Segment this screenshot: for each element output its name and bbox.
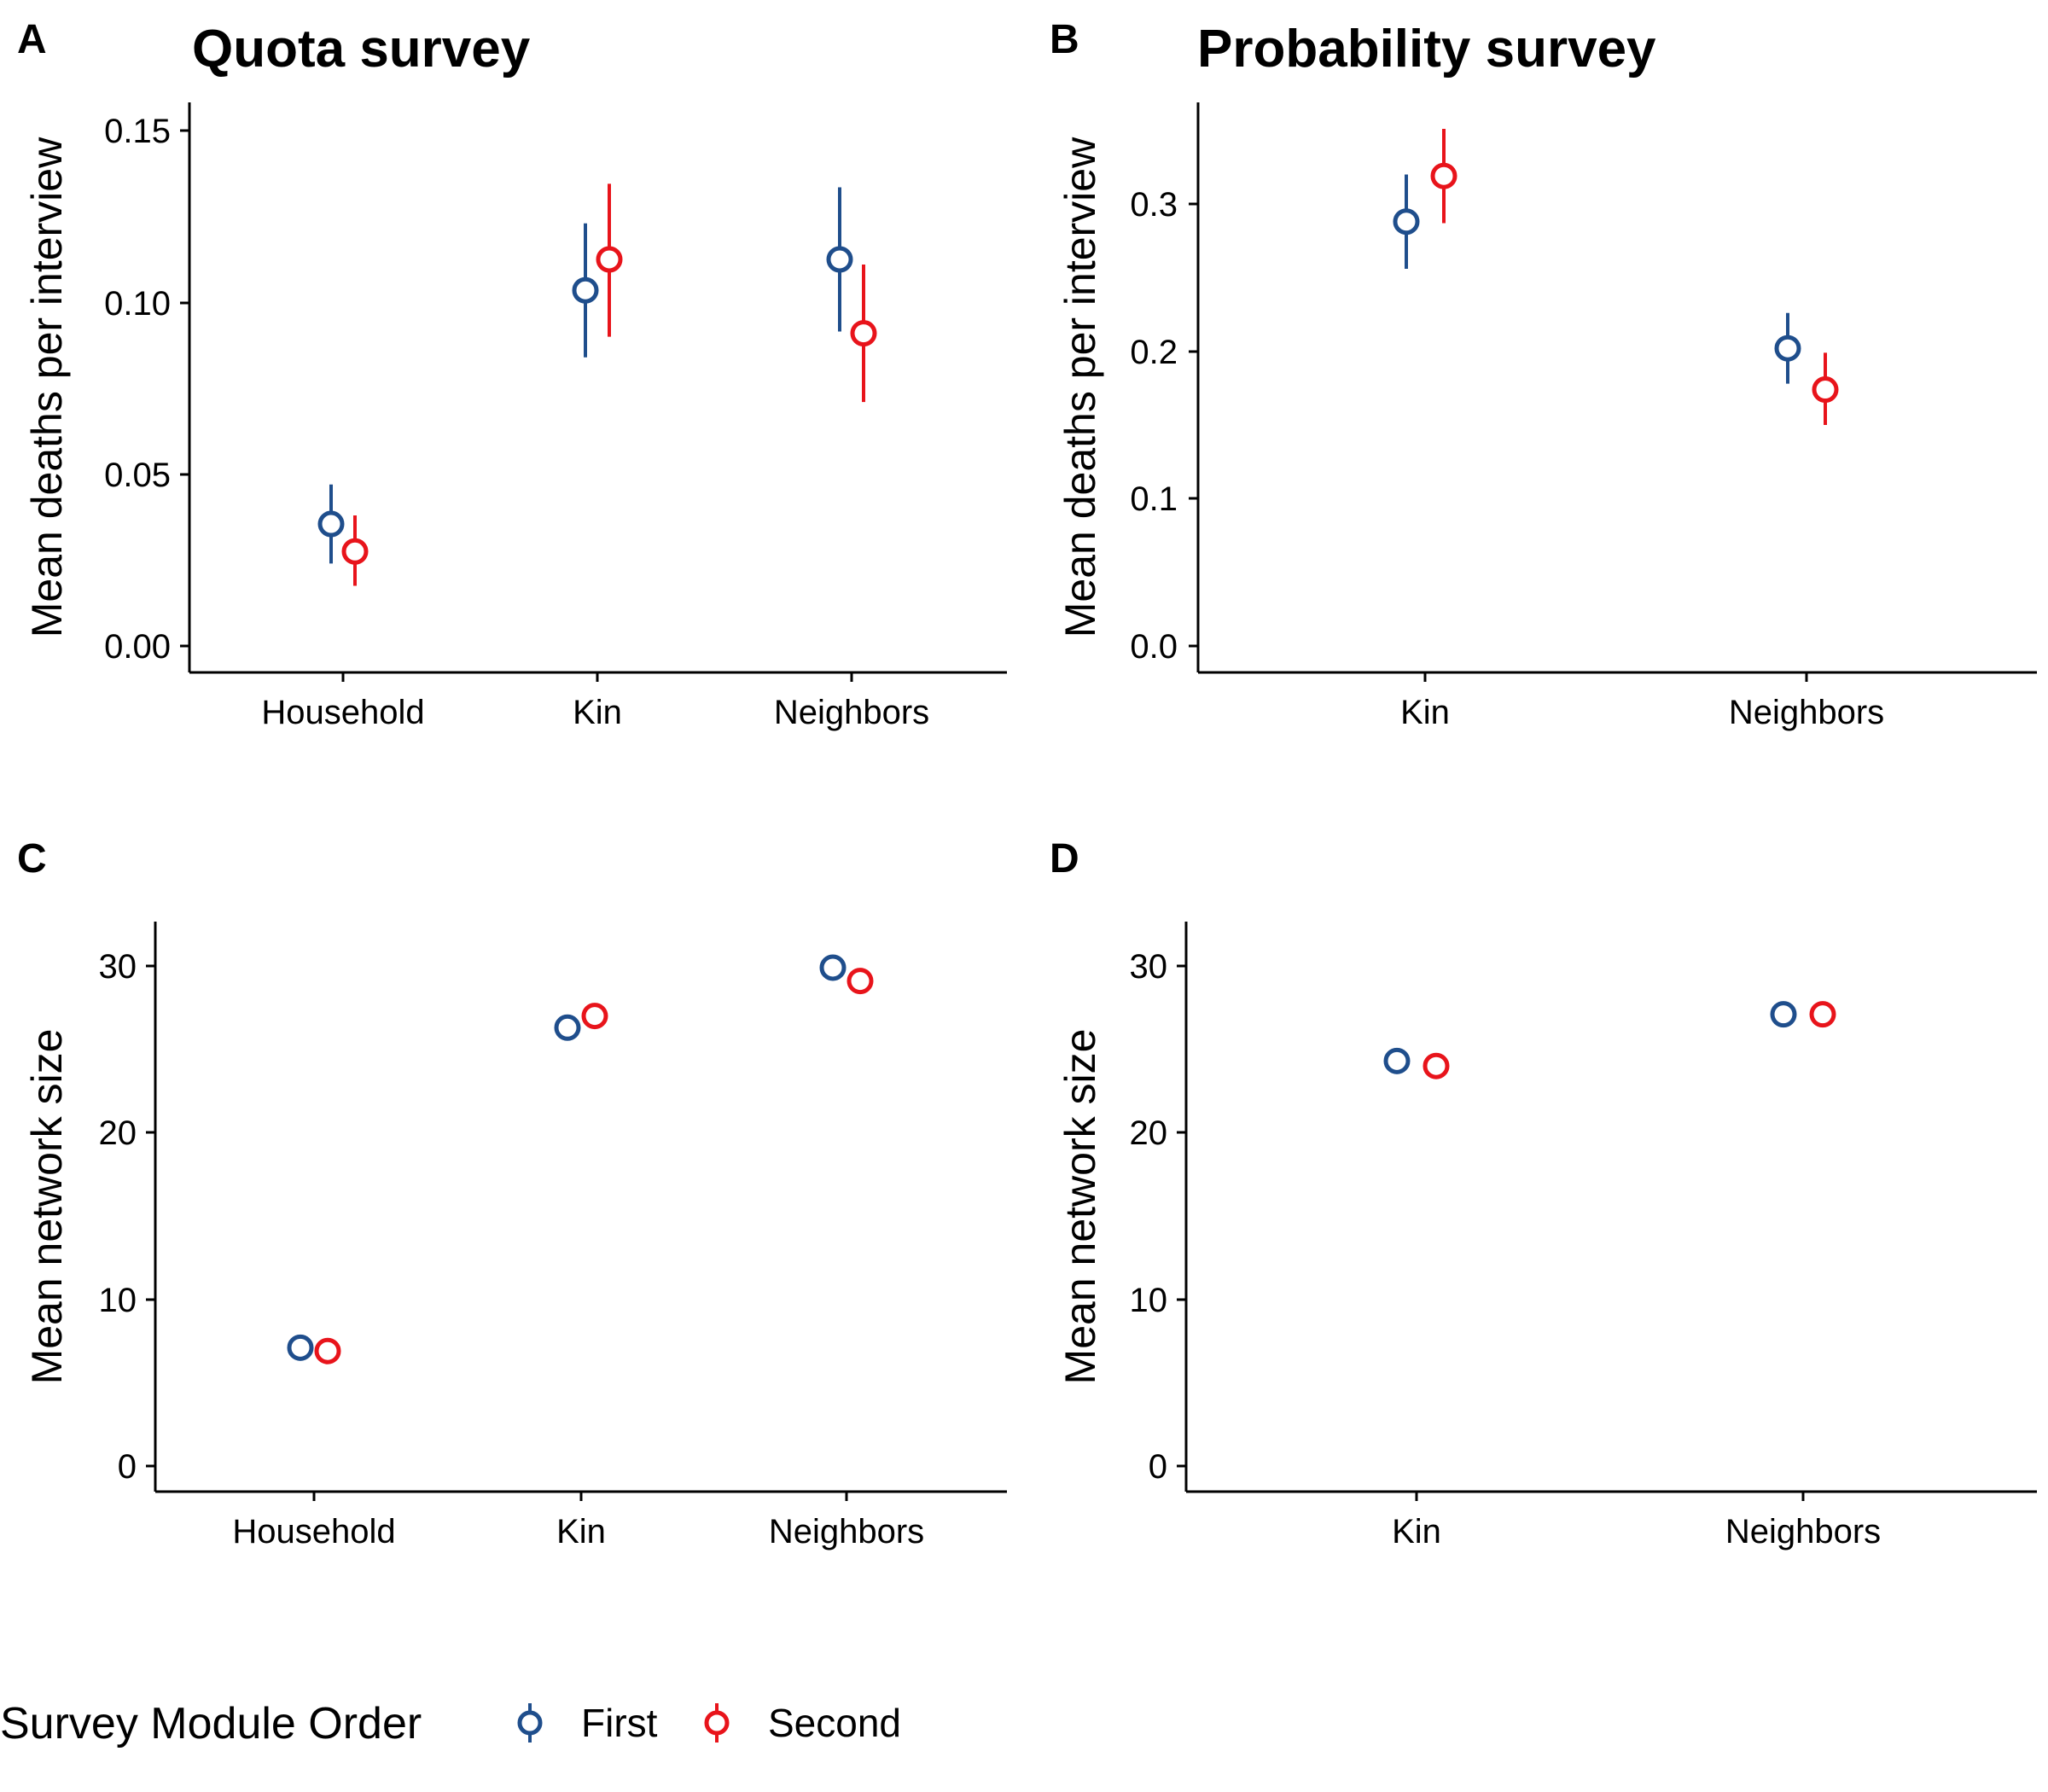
panel-a-y-tick-label: 0.00 xyxy=(104,628,171,666)
panel-c-x-tick-label-kin: Kin xyxy=(556,1513,606,1551)
panel-b-y-tick-label: 0.1 xyxy=(1130,480,1178,518)
panel-c-x-tick-label-household: Household xyxy=(232,1513,395,1551)
panel-a-second-kin-point xyxy=(596,246,623,273)
panel-c-y-tick-label: 10 xyxy=(99,1282,137,1319)
panel-b-y-tick-label: 0.3 xyxy=(1130,186,1178,224)
panel-c-first-household-point xyxy=(287,1334,314,1361)
panel-a-tag: A xyxy=(17,17,47,62)
legend-title: Survey Module Order xyxy=(0,1699,422,1748)
panel-b-y-axis-title: Mean deaths per interview xyxy=(1056,137,1104,637)
panel-d-x-tick-label-neighbors: Neighbors xyxy=(1725,1513,1881,1551)
panel-a-first-kin-point xyxy=(572,276,599,304)
panel-d-second-neighbors-point xyxy=(1809,1001,1836,1028)
legend: Survey Module Order First Second xyxy=(0,1699,901,1748)
panel-b-tag: B xyxy=(1050,17,1079,62)
panel-d-y-axis-title: Mean network size xyxy=(1056,1029,1104,1385)
panel-d-y-tick-label: 20 xyxy=(1130,1114,1168,1152)
panel-b-y-tick-label: 0.2 xyxy=(1130,334,1178,371)
panel-a-first-neighbors-point xyxy=(826,246,853,273)
legend-label-first: First xyxy=(581,1701,658,1745)
panel-a-x-tick-label-household: Household xyxy=(261,694,424,731)
panel-a-y-tick-label: 0.15 xyxy=(104,113,171,150)
panel-c-x-tick-label-neighbors: Neighbors xyxy=(769,1513,924,1551)
panel-d-second-kin-point xyxy=(1423,1052,1450,1079)
panel-b-title: Probability survey xyxy=(1197,20,1656,79)
panel-c-y-tick-label: 30 xyxy=(99,948,137,986)
panel-c-y-tick-label: 0 xyxy=(118,1448,137,1486)
panel-a-title: Quota survey xyxy=(192,20,531,79)
panel-c-y-axis-title: Mean network size xyxy=(23,1029,71,1385)
panel-c-first-neighbors-point xyxy=(819,954,847,981)
panel-a-first-household-point xyxy=(317,510,345,538)
panel-d: D 0 10 20 30 Kin Neighbors Mean network size xyxy=(1050,836,2037,1551)
panel-d-first-kin-point xyxy=(1383,1047,1411,1074)
panel-c-first-kin-point xyxy=(554,1014,581,1041)
panel-a-second-neighbors-point xyxy=(850,320,877,347)
panel-c-second-kin-point xyxy=(581,1003,608,1030)
panel-d-x-tick-label-kin: Kin xyxy=(1392,1513,1441,1551)
panel-a-second-household-point xyxy=(341,538,369,565)
panel-b-y-tick-label: 0.0 xyxy=(1130,628,1178,666)
legend-key-first-point xyxy=(517,1710,543,1736)
panel-b-x-tick-label-kin: Kin xyxy=(1400,694,1450,731)
panel-d-first-neighbors-point xyxy=(1770,1001,1797,1028)
panel-c-second-neighbors-point xyxy=(847,968,874,995)
panel-a-y-tick-label: 0.05 xyxy=(104,457,171,494)
panel-d-y-tick-label: 10 xyxy=(1130,1282,1168,1319)
panel-b-second-neighbors-point xyxy=(1812,376,1839,404)
legend-key-second xyxy=(704,1703,730,1743)
panel-a-y-axis-title: Mean deaths per interview xyxy=(23,137,71,637)
panel-c-y-tick-label: 20 xyxy=(99,1114,137,1152)
legend-key-second-point xyxy=(704,1710,730,1736)
panel-d-y-tick-label: 0 xyxy=(1149,1448,1167,1486)
panel-c-tag: C xyxy=(17,836,47,881)
panel-b-first-neighbors-point xyxy=(1774,335,1801,362)
legend-label-second: Second xyxy=(768,1701,901,1745)
panel-a-x-tick-label-neighbors: Neighbors xyxy=(774,694,929,731)
panel-b: B Probability survey 0.0 0.1 0.2 0.3 Kin Neighb… xyxy=(1050,17,2037,731)
panel-c: C 0 10 20 30 Household Kin Neighbors Mean networ… xyxy=(17,836,1007,1551)
panel-b-first-kin-point xyxy=(1393,208,1420,236)
panel-d-tag: D xyxy=(1050,836,1079,881)
panel-b-second-kin-point xyxy=(1430,162,1457,189)
panel-b-x-tick-label-neighbors: Neighbors xyxy=(1729,694,1884,731)
panel-c-second-household-point xyxy=(314,1337,341,1364)
panel-d-y-tick-label: 30 xyxy=(1130,948,1168,986)
legend-key-first xyxy=(517,1703,543,1743)
panel-a-x-tick-label-kin: Kin xyxy=(573,694,622,731)
panel-a-y-tick-label: 0.10 xyxy=(104,285,171,323)
panel-a: A Quota survey 0.00 0.05 0.10 0.15 Household Ki… xyxy=(17,17,1007,731)
